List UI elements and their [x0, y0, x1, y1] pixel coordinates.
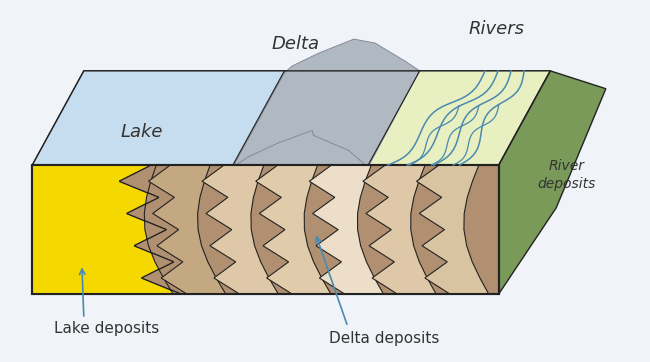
Text: Delta: Delta	[271, 35, 319, 53]
Polygon shape	[233, 71, 420, 165]
Polygon shape	[499, 71, 606, 294]
Polygon shape	[120, 165, 181, 294]
Polygon shape	[233, 39, 420, 167]
Polygon shape	[368, 71, 551, 165]
Polygon shape	[363, 165, 436, 294]
Polygon shape	[417, 165, 489, 294]
Text: Delta deposits: Delta deposits	[330, 331, 440, 346]
Text: Lake deposits: Lake deposits	[54, 321, 159, 336]
Polygon shape	[32, 71, 285, 165]
Text: Rivers: Rivers	[469, 20, 525, 38]
Text: Lake: Lake	[120, 123, 162, 142]
Text: River
deposits: River deposits	[537, 159, 595, 191]
Polygon shape	[32, 165, 499, 294]
Polygon shape	[32, 71, 551, 165]
Polygon shape	[309, 165, 384, 294]
Polygon shape	[32, 165, 181, 294]
Polygon shape	[202, 165, 278, 294]
Polygon shape	[255, 165, 331, 294]
Polygon shape	[148, 165, 226, 294]
